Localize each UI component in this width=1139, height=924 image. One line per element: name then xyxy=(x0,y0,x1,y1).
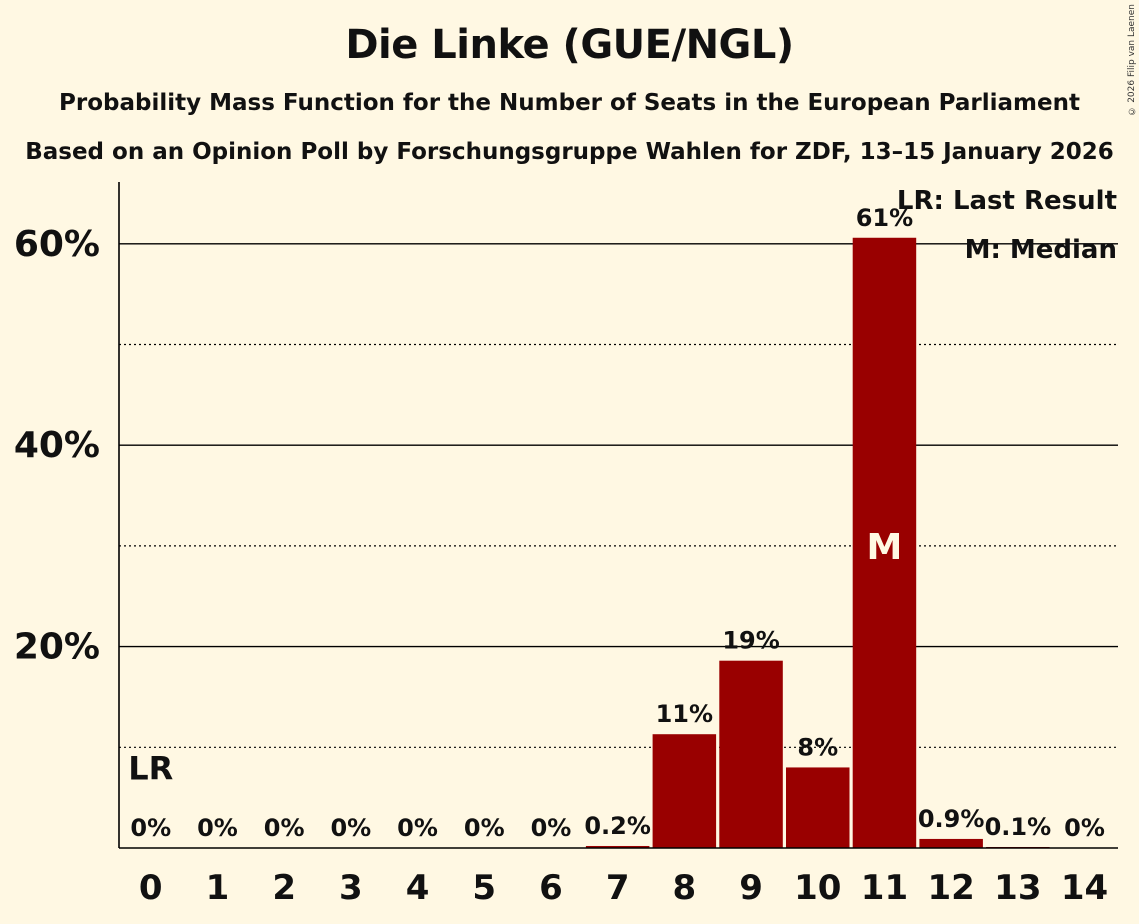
bar-data-label: 0% xyxy=(330,814,371,842)
bar-data-label: 0.9% xyxy=(918,805,985,833)
legend-median: M: Median xyxy=(965,235,1117,265)
bar-data-label: 0% xyxy=(197,814,238,842)
bar xyxy=(652,734,717,848)
x-tick-label: 6 xyxy=(539,868,563,908)
x-tick-label: 11 xyxy=(861,868,908,908)
bar-data-label: 0.2% xyxy=(584,812,651,840)
legend-last-result: LR: Last Result xyxy=(897,186,1117,216)
last-result-marker: LR xyxy=(128,750,173,788)
bar-data-label: 19% xyxy=(722,627,779,655)
bar-data-label: 0% xyxy=(130,814,171,842)
bar-data-label: 0% xyxy=(397,814,438,842)
bar-data-label: 0.1% xyxy=(985,813,1052,841)
x-tick-label: 13 xyxy=(994,868,1041,908)
x-tick-label: 12 xyxy=(927,868,974,908)
bar xyxy=(585,845,650,848)
chart-subtitle: Probability Mass Function for the Number… xyxy=(59,90,1080,116)
x-tick-label: 9 xyxy=(739,868,763,908)
x-tick-label: 3 xyxy=(339,868,363,908)
bar-data-label: 0% xyxy=(464,814,505,842)
bar-data-label: 0% xyxy=(531,814,572,842)
x-tick-label: 5 xyxy=(472,868,496,908)
bar-data-label: 8% xyxy=(797,733,838,761)
chart-source-note: Based on an Opinion Poll by Forschungsgr… xyxy=(25,139,1114,165)
bar-data-label: 61% xyxy=(856,204,913,232)
x-tick-label: 2 xyxy=(272,868,296,908)
x-tick-label: 0 xyxy=(139,868,163,908)
x-tick-label: 10 xyxy=(794,868,841,908)
x-tick-label: 7 xyxy=(606,868,630,908)
x-tick-label: 14 xyxy=(1061,868,1108,908)
median-marker: M xyxy=(867,527,903,568)
bar-data-label: 0% xyxy=(264,814,305,842)
bar xyxy=(852,237,917,848)
bar xyxy=(919,838,983,848)
bar-data-label: 0% xyxy=(1064,814,1105,842)
bar-data-label: 11% xyxy=(656,700,713,728)
y-tick-label: 20% xyxy=(14,627,100,668)
bar xyxy=(719,660,783,848)
bar xyxy=(786,767,850,848)
x-tick-label: 8 xyxy=(673,868,697,908)
y-tick-label: 60% xyxy=(14,224,100,265)
x-tick-label: 1 xyxy=(206,868,230,908)
x-tick-label: 4 xyxy=(406,868,430,908)
y-tick-label: 40% xyxy=(14,425,100,466)
chart-title: Die Linke (GUE/NGL) xyxy=(345,22,794,68)
